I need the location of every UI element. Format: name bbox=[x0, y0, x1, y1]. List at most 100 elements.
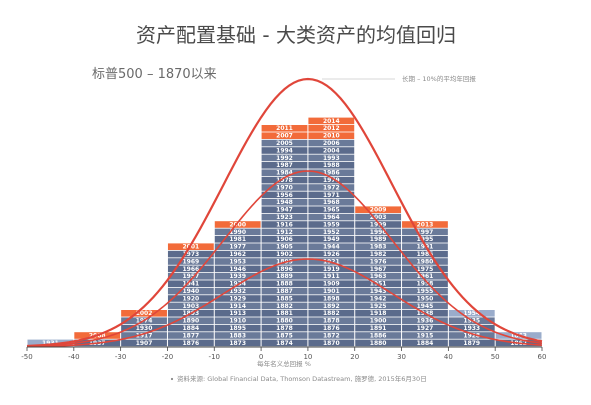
histogram-cell-label: 1963 bbox=[370, 273, 387, 280]
histogram-cell bbox=[402, 265, 448, 273]
histogram-cell-label: 1877 bbox=[183, 332, 200, 339]
histogram-cell bbox=[308, 184, 355, 191]
histogram-cell bbox=[261, 258, 308, 265]
histogram-cell bbox=[308, 132, 355, 139]
histogram-cell bbox=[214, 310, 261, 317]
histogram-cell bbox=[214, 228, 261, 236]
histogram-cell-label: 1956 bbox=[276, 192, 293, 199]
histogram-cell bbox=[448, 332, 495, 339]
histogram-cell-label: 1958 bbox=[417, 281, 434, 288]
histogram-cell-label: 1959 bbox=[323, 221, 340, 228]
histogram-cell bbox=[214, 287, 261, 295]
histogram-cell-label: 1888 bbox=[276, 281, 293, 288]
histogram-cell bbox=[261, 125, 308, 132]
histogram-cell bbox=[402, 273, 448, 280]
histogram-cell bbox=[261, 310, 308, 317]
histogram-cell bbox=[308, 139, 355, 147]
mean-annotation: 长期 – 10%的平均年回报 bbox=[402, 74, 476, 83]
histogram-cell-label: 1882 bbox=[276, 303, 293, 310]
histogram-cell bbox=[214, 280, 261, 287]
histogram-cell bbox=[308, 310, 355, 317]
histogram-cell-label: 1995 bbox=[417, 236, 434, 243]
histogram-cell bbox=[355, 287, 402, 295]
histogram-cell bbox=[402, 221, 448, 228]
histogram-cell bbox=[308, 280, 355, 287]
histogram-cell-label: 1882 bbox=[323, 310, 340, 317]
histogram-cell-label: 1968 bbox=[323, 199, 340, 206]
histogram-cell bbox=[402, 228, 448, 236]
histogram-cell-label: 1876 bbox=[183, 340, 200, 347]
x-tick-label: -10 bbox=[209, 353, 220, 361]
histogram-cell-label: 1984 bbox=[276, 170, 293, 177]
histogram-cell bbox=[261, 287, 308, 295]
histogram-cell-label: 1919 bbox=[323, 266, 340, 273]
histogram-cell-label: 1875 bbox=[276, 332, 293, 339]
histogram-cell-label: 1879 bbox=[463, 340, 480, 347]
histogram-cell-label: 1976 bbox=[370, 258, 387, 265]
histogram-cell bbox=[261, 228, 308, 236]
histogram-cell-label: 1898 bbox=[323, 295, 340, 302]
histogram-cell-label: 1975 bbox=[417, 266, 434, 273]
histogram-cell bbox=[308, 147, 355, 154]
histogram-cell-label: 1962 bbox=[229, 251, 246, 258]
histogram-cell bbox=[448, 339, 495, 347]
histogram-cell-label: 2005 bbox=[276, 140, 293, 147]
histogram-cell bbox=[261, 302, 308, 310]
histogram-cell bbox=[308, 295, 355, 302]
histogram-cell-label: 1936 bbox=[417, 318, 434, 325]
histogram-cell-label: 1883 bbox=[229, 332, 246, 339]
histogram-cell-label: 1964 bbox=[323, 214, 340, 221]
histogram-cell-label: 1927 bbox=[417, 325, 434, 332]
histogram-cell bbox=[261, 184, 308, 191]
histogram-cell-label: 1955 bbox=[417, 288, 434, 295]
histogram-cell-label: 1892 bbox=[323, 303, 340, 310]
histogram-cell bbox=[261, 273, 308, 280]
histogram-cell bbox=[308, 221, 355, 228]
histogram-cell-label: 1931 bbox=[42, 340, 59, 347]
histogram-cell-label: 1948 bbox=[276, 199, 293, 206]
histogram-cell-label: 1913 bbox=[229, 310, 246, 317]
histogram-cell-label: 1991 bbox=[417, 244, 434, 251]
histogram-cell-label: 1872 bbox=[323, 332, 340, 339]
histogram-cell-label: 1985 bbox=[417, 251, 434, 258]
histogram-cell bbox=[261, 339, 308, 347]
histogram-cell-label: 1880 bbox=[276, 318, 293, 325]
histogram-cell-label: 1987 bbox=[276, 162, 293, 169]
histogram-cell bbox=[355, 221, 402, 228]
histogram-cell bbox=[167, 317, 214, 324]
histogram-cell bbox=[308, 317, 355, 324]
histogram-cell-label: 1996 bbox=[370, 229, 387, 236]
histogram-cell-label: 1920 bbox=[183, 295, 200, 302]
histogram-cell bbox=[308, 154, 355, 162]
histogram-cell-label: 1906 bbox=[276, 236, 293, 243]
histogram-cell-label: 1967 bbox=[370, 266, 387, 273]
histogram-cell-label: 1925 bbox=[370, 303, 387, 310]
histogram-cell bbox=[261, 236, 308, 243]
x-tick-label: -20 bbox=[162, 353, 173, 361]
histogram-cell-label: 1992 bbox=[276, 155, 293, 162]
histogram-cell bbox=[167, 250, 214, 258]
histogram-cell bbox=[261, 317, 308, 324]
histogram-cell-label: 2009 bbox=[370, 207, 387, 214]
histogram-cell bbox=[261, 221, 308, 228]
x-tick-label: 60 bbox=[538, 353, 547, 361]
histogram-cell-label: 1910 bbox=[229, 318, 246, 325]
histogram-cell-label: 1881 bbox=[276, 310, 293, 317]
histogram-cell bbox=[308, 117, 355, 125]
histogram-cell bbox=[121, 332, 167, 339]
histogram-cell-label: 1901 bbox=[323, 288, 340, 295]
histogram-cell bbox=[261, 154, 308, 162]
histogram-cell bbox=[214, 250, 261, 258]
histogram-cell-label: 1990 bbox=[229, 229, 246, 236]
histogram-cell bbox=[121, 310, 167, 317]
histogram-cell bbox=[214, 265, 261, 273]
histogram-cell bbox=[402, 287, 448, 295]
histogram-cell bbox=[308, 324, 355, 332]
histogram-cell bbox=[308, 302, 355, 310]
histogram-cell-label: 1905 bbox=[276, 244, 293, 251]
histogram-cell-label: 1961 bbox=[417, 273, 434, 280]
histogram-cell-label: 1942 bbox=[370, 295, 387, 302]
histogram-cell bbox=[308, 265, 355, 273]
histogram-cell bbox=[214, 221, 261, 228]
histogram-cell bbox=[214, 258, 261, 265]
